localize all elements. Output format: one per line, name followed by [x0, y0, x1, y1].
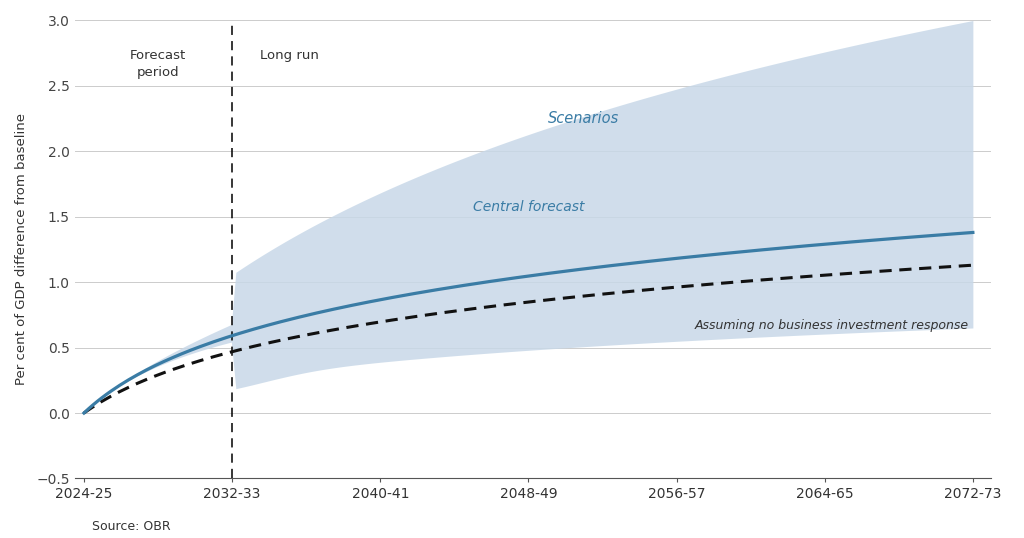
Text: Assuming no business investment response: Assuming no business investment response	[695, 319, 969, 332]
Text: Central forecast: Central forecast	[473, 200, 584, 214]
Text: Forecast
period: Forecast period	[130, 49, 186, 79]
Text: Scenarios: Scenarios	[548, 111, 620, 126]
Y-axis label: Per cent of GDP difference from baseline: Per cent of GDP difference from baseline	[15, 114, 28, 385]
Text: Source: OBR: Source: OBR	[92, 520, 171, 533]
Text: Long run: Long run	[260, 49, 318, 62]
